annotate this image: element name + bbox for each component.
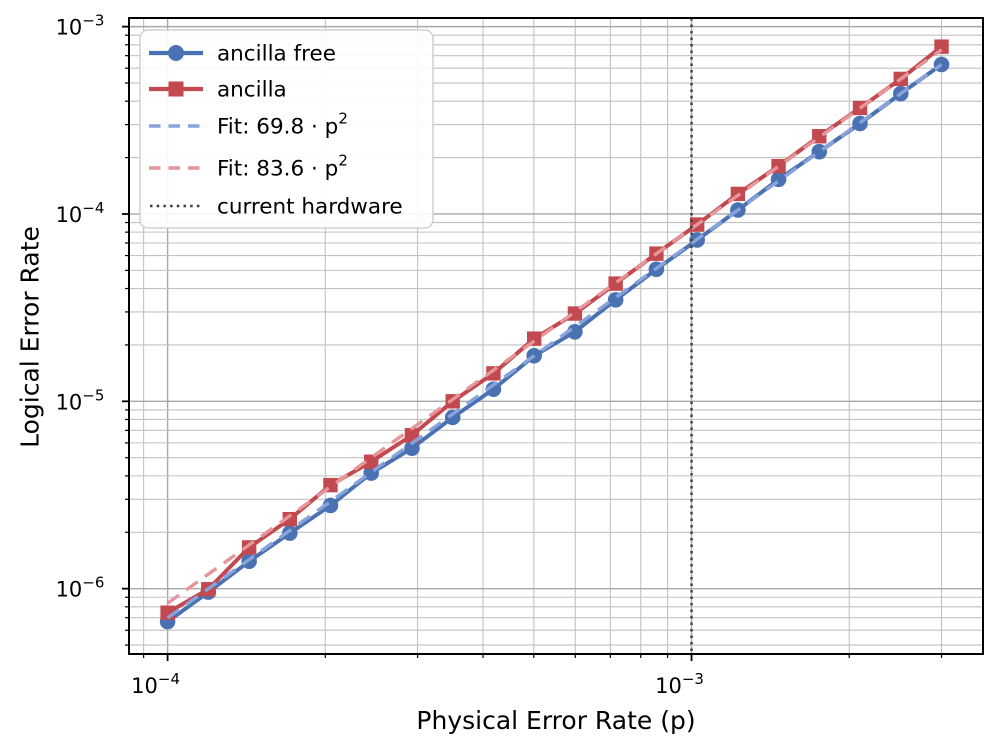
legend-label: ancilla [217,78,287,103]
plot-border [128,17,984,655]
fit-line-1 [166,48,943,605]
legend-item-current-hardware: current hardware [150,195,403,220]
legend-label: ancilla free [217,42,336,67]
legend: ancilla free ancilla Fit: 69.8 · p2 Fit: 83… [139,29,434,229]
legend-item-ancilla-free: ancilla free [149,42,336,67]
grid [129,18,983,654]
ticks: 10−6 10−5 10−4 10−4 10−3 10−3 [56,12,943,698]
tick-label: 10−3 [655,670,704,698]
tick-label: 10−4 [56,199,105,227]
tick-label: 10−3 [56,12,105,40]
data-point [486,366,501,381]
x-axis-label: Physical Error Rate (p) [416,706,696,735]
tick-label: 10−5 [56,386,105,414]
legend-item-fit-83-6-p-2: Fit: 83.6 · p2 [149,152,348,182]
legend-item-ancilla: ancilla [149,78,287,103]
data-point [282,525,298,541]
legend-item-fit-69-8-p-2: Fit: 69.8 · p2 [149,110,348,140]
tick-label: 10−4 [131,670,180,698]
legend-marker [168,81,184,97]
data-point [444,409,461,426]
y-axis-label: Logical Error Rate [15,226,45,448]
data-point [282,511,298,527]
fit-line-0 [166,63,943,620]
legend-label: current hardware [217,195,403,220]
legend-marker [168,45,184,61]
legend-label: Fit: 69.8 · p2 [217,110,348,140]
data-point [322,497,339,514]
data-point [934,39,949,54]
tick-label: 10−6 [56,574,105,602]
data-point [485,381,502,398]
data-point [364,454,379,469]
legend-box [139,29,434,229]
data-point [567,306,583,321]
legend-label: Fit: 83.6 · p2 [217,152,348,182]
data-point [404,440,420,457]
